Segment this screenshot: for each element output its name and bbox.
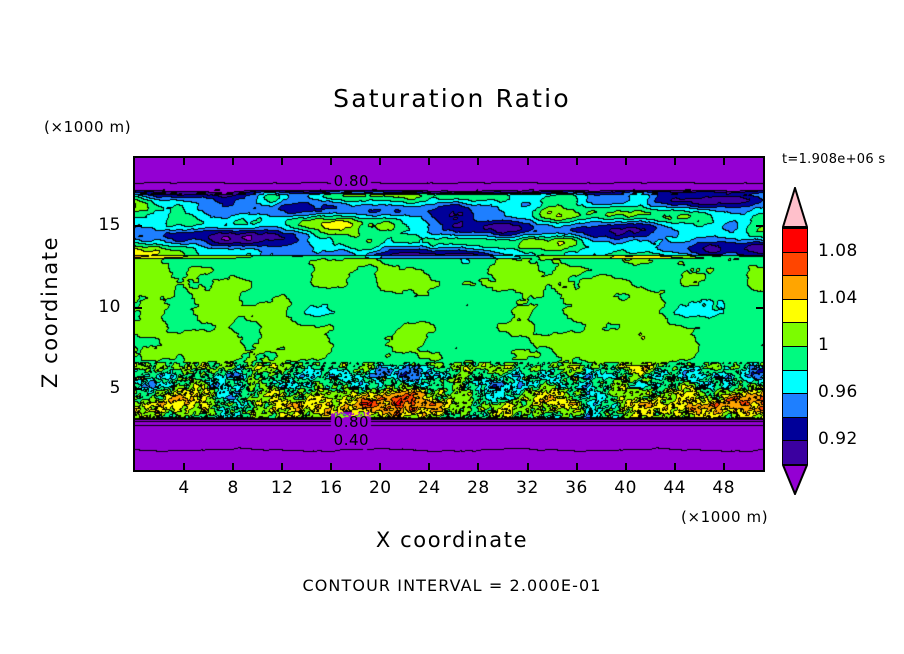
x-tick [575,463,578,470]
contour-interval-note: CONTOUR INTERVAL = 2.000E-01 [302,576,602,595]
y-tick [756,306,763,309]
x-tick-label: 28 [467,478,490,498]
colorbar-over-arrow [782,187,808,228]
x-tick [428,463,431,470]
x-tick [575,158,578,165]
x-tick [624,463,627,470]
x-tick [722,158,725,165]
y-tick [756,225,763,228]
x-tick [526,158,529,165]
x-tick [281,158,284,165]
y-axis-title: Z coordinate [38,235,62,389]
contour-field [135,158,763,470]
x-tick [624,158,627,165]
colorbar-band [782,275,808,301]
x-tick [330,463,333,470]
colorbar-band [782,416,808,442]
x-tick [722,463,725,470]
y-tick [135,387,142,390]
x-tick [379,463,382,470]
x-tick [673,463,676,470]
time-annotation: t=1.908e+06 s [782,152,886,167]
colorbar-label: 1.04 [818,287,858,308]
x-tick [183,463,186,470]
x-tick-label: 4 [178,478,190,498]
x-tick [526,463,529,470]
x-tick-label: 24 [418,478,441,498]
x-tick [379,158,382,165]
x-tick-label: 8 [227,478,239,498]
page-title: Saturation Ratio [333,84,571,113]
colorbar-band [782,346,808,372]
colorbar-label: 1 [818,335,830,355]
colorbar-band [782,322,808,348]
y-tick [135,225,142,228]
x-tick [428,158,431,165]
x-tick-label: 16 [319,478,343,498]
x-tick-label: 44 [663,478,686,498]
colorbar-label: 0.92 [818,429,858,450]
colorbar-band [782,228,808,254]
y-tick-label: 10 [98,296,121,317]
colorbar-under-arrow [782,464,808,495]
x-tick [330,158,333,165]
x-tick [232,158,235,165]
x-tick [183,158,186,165]
y-tick [135,306,142,309]
x-axis-title: X coordinate [375,528,529,552]
x-tick [477,463,480,470]
colorbar-band [782,251,808,277]
x-tick [232,463,235,470]
colorbar-label: 1.08 [818,240,858,261]
contour-plot-area [133,156,765,472]
y-tick [756,387,763,390]
x-axis-unit-label: (×1000 m) [681,508,769,526]
x-tick-label: 36 [565,478,588,498]
x-tick-label: 32 [516,478,539,498]
x-tick-label: 48 [712,478,736,498]
x-tick-label: 40 [614,478,637,498]
colorbar-band [782,369,808,395]
x-tick [281,463,284,470]
contour-value-label: 0.80 [333,172,370,191]
x-tick [477,158,480,165]
colorbar-band [782,393,808,419]
colorbar [782,187,808,495]
y-tick-label: 5 [109,377,121,398]
colorbar-band [782,440,808,466]
x-tick-label: 20 [368,478,392,498]
y-tick-label: 15 [98,215,121,236]
z-axis-unit-label: (×1000 m) [44,118,132,136]
contour-value-label: 0.80 [333,412,370,431]
x-tick [673,158,676,165]
contour-value-label: 0.40 [333,431,370,450]
colorbar-band [782,298,808,324]
x-tick-label: 12 [270,478,294,498]
colorbar-label: 0.96 [818,382,858,403]
